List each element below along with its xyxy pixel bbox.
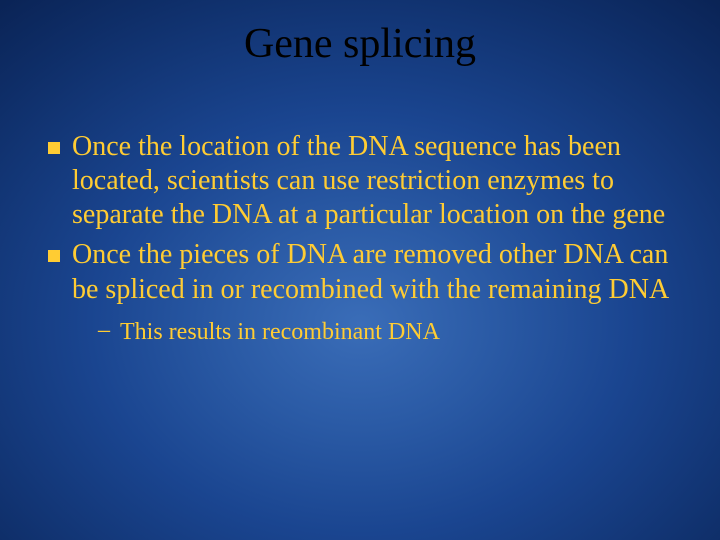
slide: Gene splicing Once the location of the D…	[0, 0, 720, 540]
slide-content: Once the location of the DNA sequence ha…	[48, 130, 680, 347]
bullet-text: Once the pieces of DNA are removed other…	[72, 238, 680, 306]
bullet-square-icon	[48, 142, 60, 154]
sub-bullet-text: This results in recombinant DNA	[120, 317, 440, 347]
bullet-square-icon	[48, 250, 60, 262]
bullet-text: Once the location of the DNA sequence ha…	[72, 130, 680, 232]
bullet-item: Once the location of the DNA sequence ha…	[48, 130, 680, 232]
sub-bullet-item: – This results in recombinant DNA	[98, 317, 680, 347]
slide-title: Gene splicing	[0, 20, 720, 68]
bullet-item: Once the pieces of DNA are removed other…	[48, 238, 680, 306]
dash-icon: –	[98, 317, 110, 344]
